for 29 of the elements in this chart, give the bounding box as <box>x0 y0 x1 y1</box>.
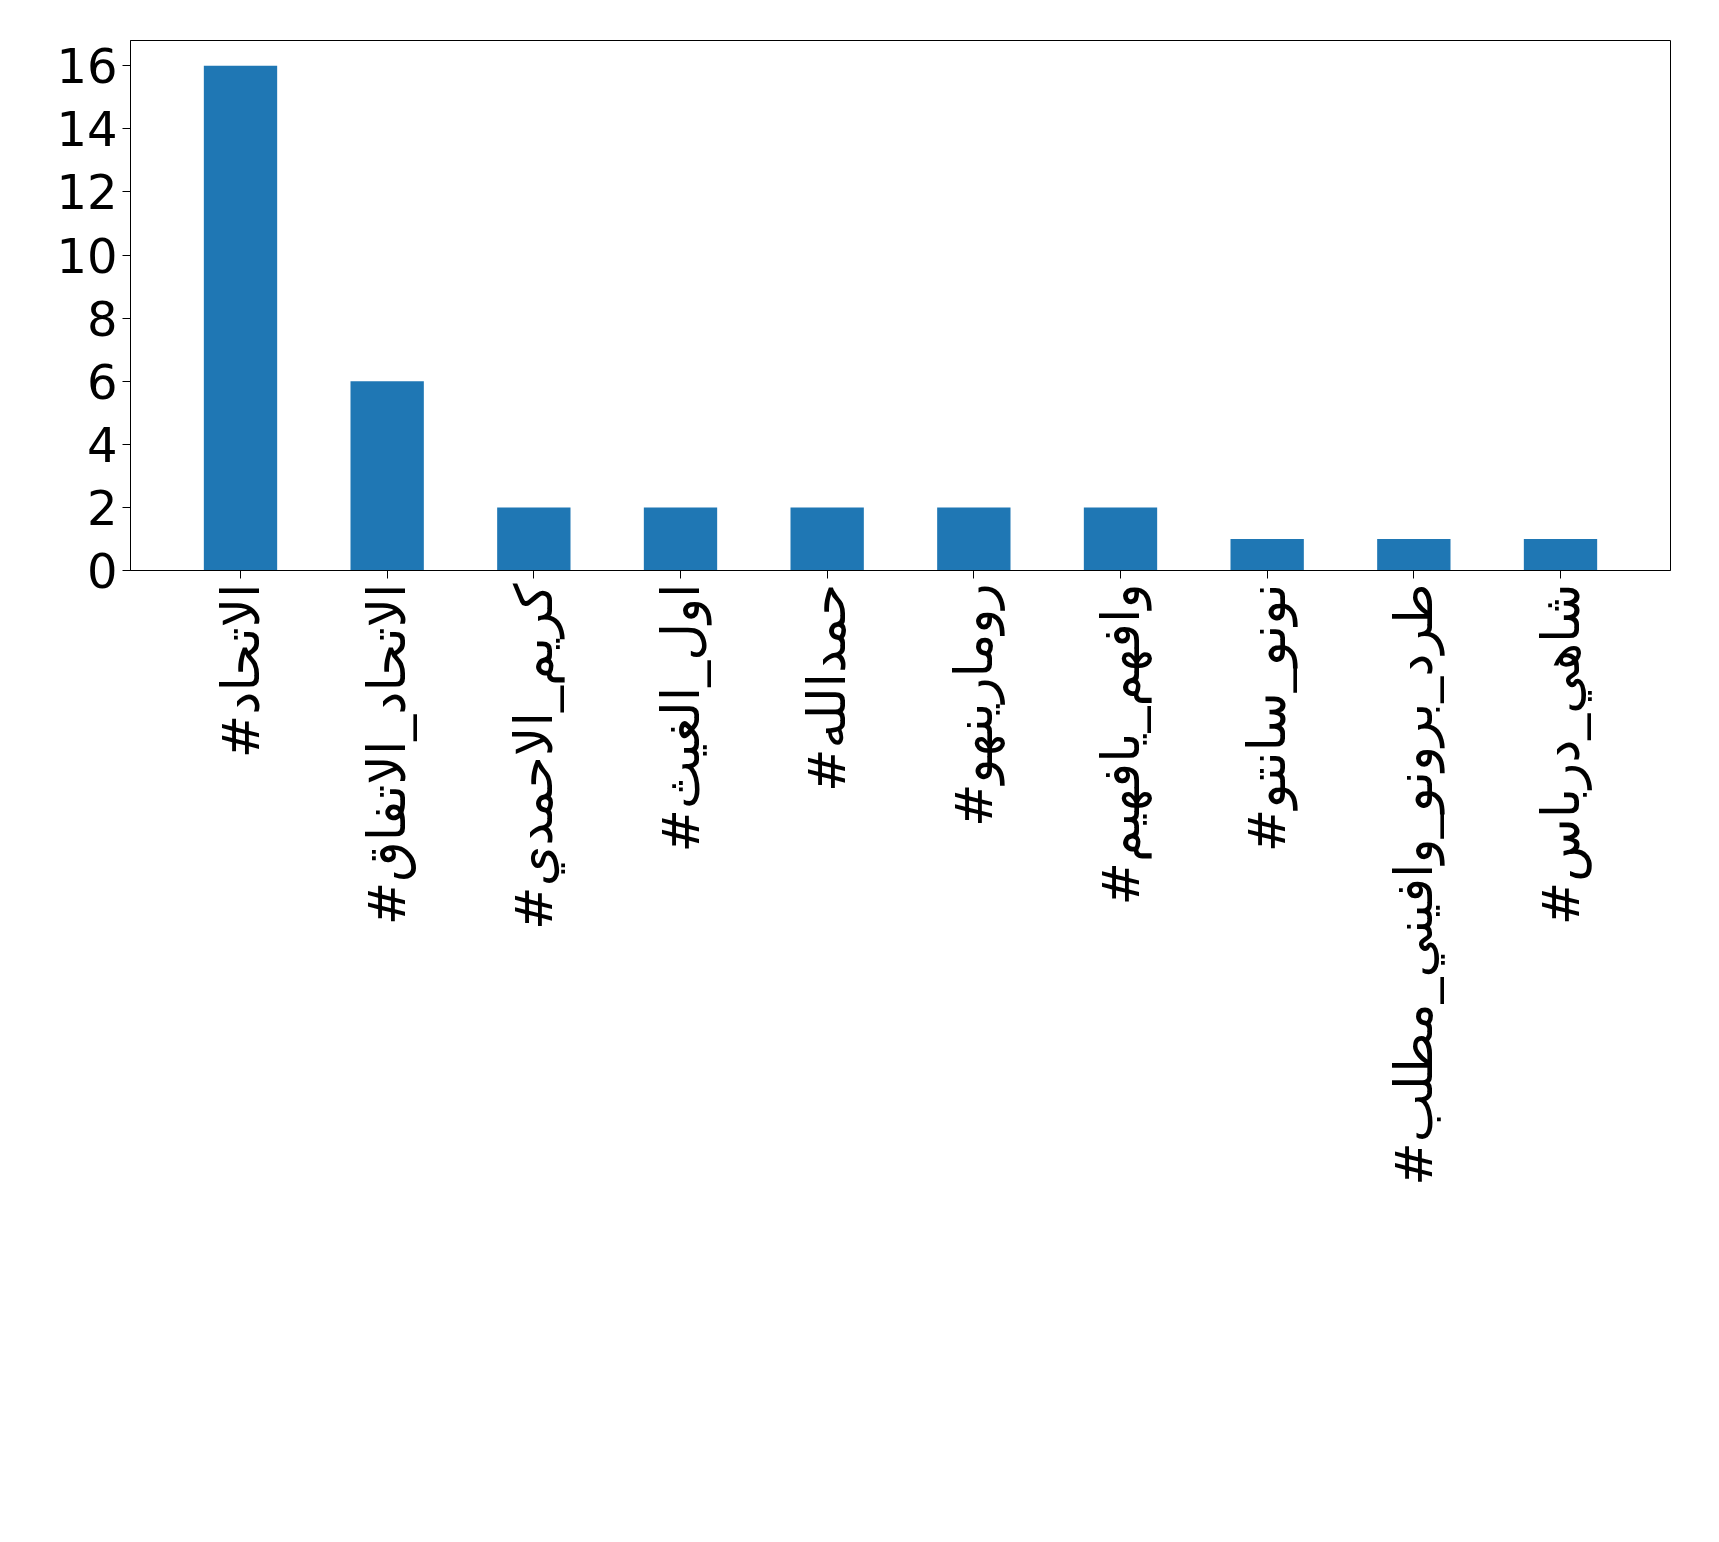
y-tick-label: 16 <box>56 38 118 95</box>
x-tick-label: #الاتحاد_الاتفاق <box>357 583 418 926</box>
x-tick-label: #حمدالله <box>797 583 858 792</box>
bar <box>790 507 864 571</box>
y-tick-label: 12 <box>56 164 118 221</box>
bar <box>1523 538 1598 571</box>
y-tick-label: 2 <box>86 479 118 536</box>
x-tick-label: #اول_الغيث <box>650 583 712 853</box>
x-tick-label: #وافهم_يافهيم <box>1090 583 1152 906</box>
x-tick-label: #رومارينهو <box>943 583 1005 828</box>
y-tick-label: 6 <box>86 353 118 410</box>
y-tick-label: 0 <box>86 543 118 599</box>
y-tick-label: 14 <box>56 101 118 158</box>
y-tick-label: 4 <box>86 416 118 473</box>
bar <box>1083 507 1158 571</box>
bar <box>497 507 571 571</box>
bar <box>203 65 278 571</box>
x-tick-label: #كريم_الاحمدي <box>503 583 565 930</box>
bar <box>350 381 424 571</box>
y-tick-label: 8 <box>86 290 118 347</box>
x-tick-label: #الاتحاد <box>210 583 271 759</box>
x-tick-label: #نونو_سانتو <box>1237 583 1299 853</box>
bar <box>1377 538 1451 571</box>
bar <box>937 507 1011 571</box>
x-tick-label: #شاهي_درباس <box>1530 583 1592 926</box>
y-tick-label: 10 <box>56 227 118 284</box>
bar <box>1230 538 1304 571</box>
bar <box>643 507 718 571</box>
x-tick-label: #طرد_برونو_وافيني_مطلب <box>1383 583 1445 1186</box>
